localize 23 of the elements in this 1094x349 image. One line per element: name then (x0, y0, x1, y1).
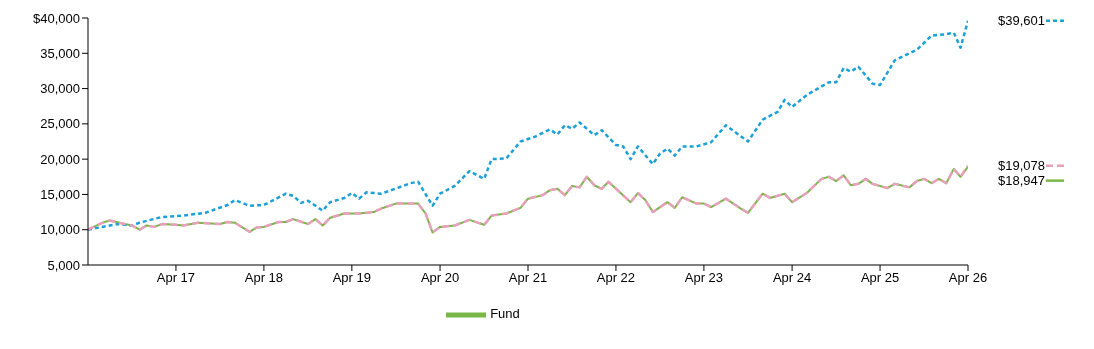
y-tick-label: 30,000 (40, 81, 80, 97)
line-series (88, 19, 968, 231)
y-tick-label: 25,000 (40, 116, 80, 132)
y-tick-label: $40,000 (33, 10, 80, 26)
x-tick-label: Apr 25 (860, 270, 900, 286)
annotation: $18,947 (998, 173, 1045, 189)
x-tick-label: Apr 24 (772, 270, 812, 286)
annotation: $19,078 (998, 158, 1045, 174)
y-tick-label: 15,000 (40, 187, 80, 203)
x-tick-label: Apr 19 (332, 270, 372, 286)
x-tick-label: Apr 26 (948, 270, 988, 286)
annotation: $39,601 (998, 13, 1045, 29)
legend-label: Fund (490, 306, 520, 322)
y-tick-label: 20,000 (40, 151, 80, 167)
x-tick-label: Apr 20 (420, 270, 460, 286)
x-tick-label: Apr 23 (684, 270, 724, 286)
x-tick-label: Apr 22 (596, 270, 636, 286)
y-tick-label: 10,000 (40, 222, 80, 238)
x-tick-label: Apr 17 (156, 270, 196, 286)
x-tick-label: Apr 18 (244, 270, 284, 286)
y-tick-label: 5,000 (47, 257, 80, 273)
y-tick-label: 35,000 (40, 45, 80, 61)
x-tick-label: Apr 21 (508, 270, 548, 286)
